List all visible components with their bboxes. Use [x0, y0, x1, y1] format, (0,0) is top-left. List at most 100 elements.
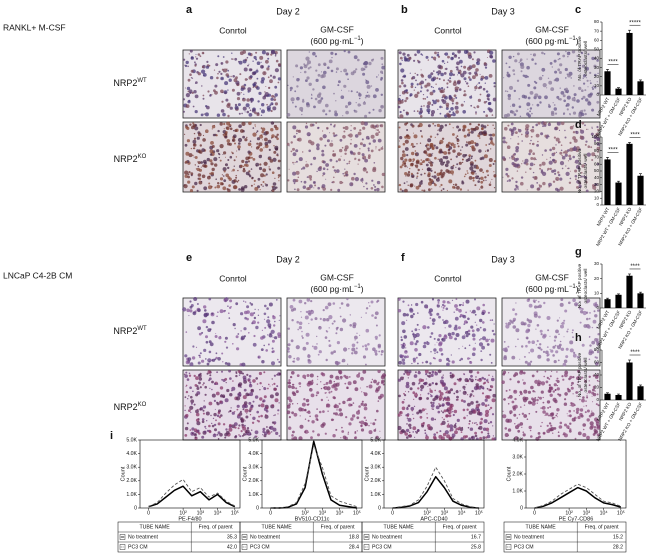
table-cell: 28.4: [349, 544, 359, 550]
cell: [272, 186, 277, 191]
cell: [589, 421, 594, 426]
cell: [511, 162, 515, 166]
cell: [293, 412, 298, 417]
cell: [539, 396, 542, 400]
cell: [253, 55, 257, 60]
cell: [450, 166, 454, 170]
cell: [479, 436, 483, 440]
cell: [214, 186, 217, 189]
cell: [513, 374, 516, 378]
cell: [437, 369, 442, 374]
cell: [468, 176, 473, 180]
cell: [475, 422, 477, 424]
cell: [413, 398, 415, 400]
cell: [453, 409, 458, 414]
cell: [309, 66, 312, 69]
cell: [586, 409, 590, 413]
cell: [567, 73, 571, 78]
cell: [474, 170, 477, 173]
cell: [440, 72, 444, 77]
cell: [248, 332, 250, 334]
cell: [260, 336, 264, 340]
cell: [247, 87, 252, 92]
cell: [528, 412, 531, 415]
cell: [319, 317, 322, 320]
bar: [604, 393, 611, 400]
cell: [437, 108, 439, 110]
cell: [211, 312, 214, 315]
cell: [574, 404, 576, 406]
cell: [264, 141, 269, 146]
cell: [273, 124, 277, 129]
y-tick-label: 3.0K: [248, 465, 259, 471]
cell: [438, 347, 443, 352]
cell: [483, 377, 486, 381]
cell: [445, 307, 449, 311]
cell: [591, 126, 593, 128]
table-cell: 18.8: [349, 534, 359, 540]
cell: [434, 389, 437, 392]
cell: [264, 414, 267, 416]
cell: [227, 362, 231, 366]
cell: [259, 382, 262, 385]
cell: [257, 420, 260, 423]
y-tick-label: 90: [594, 141, 600, 146]
cell: [582, 423, 586, 427]
cell: [479, 137, 481, 139]
cell: [217, 72, 219, 75]
cell: [537, 432, 541, 435]
cell: [448, 146, 453, 150]
cell: [573, 85, 575, 87]
cell: [272, 106, 277, 111]
cell: [309, 123, 313, 127]
histogram-line: [534, 483, 621, 509]
cell: [478, 410, 480, 413]
cell: [230, 58, 233, 60]
cell: [371, 314, 374, 317]
cell: [364, 422, 369, 427]
cell: [482, 171, 485, 174]
cell: [475, 173, 477, 175]
cell: [216, 76, 219, 80]
cell: [271, 431, 273, 433]
cell: [491, 398, 496, 403]
cell: [306, 374, 310, 377]
cell: [220, 414, 223, 417]
cell: [377, 129, 379, 132]
cell: [250, 184, 253, 187]
cell: [529, 429, 532, 432]
cell: [236, 180, 239, 183]
cell: [347, 78, 349, 80]
cell: [253, 179, 256, 182]
cell: [515, 425, 519, 430]
cell: [238, 124, 242, 128]
cell: [545, 380, 549, 384]
cell: [248, 63, 250, 65]
cell: [542, 333, 547, 338]
cell: [479, 188, 481, 190]
cell: [371, 59, 374, 62]
cell: [480, 431, 484, 434]
cell: [194, 433, 196, 435]
cell: [587, 86, 589, 88]
cell: [288, 426, 292, 430]
cell: [480, 338, 482, 340]
cell: [275, 431, 279, 435]
cell: [236, 408, 239, 411]
cell: [567, 160, 570, 162]
cell: [287, 381, 291, 385]
day-label: Day 3: [491, 254, 515, 264]
cell: [256, 131, 258, 134]
cell: [328, 344, 332, 347]
cell: [360, 424, 363, 428]
cell: [245, 103, 250, 108]
cell: [311, 379, 314, 382]
cell: [549, 167, 552, 171]
cell: [441, 137, 445, 140]
cell: [345, 416, 348, 419]
cell: [249, 302, 252, 304]
cell: [453, 392, 456, 395]
micrograph-bg: [501, 121, 601, 193]
cell: [236, 347, 240, 351]
cell: [552, 345, 556, 349]
